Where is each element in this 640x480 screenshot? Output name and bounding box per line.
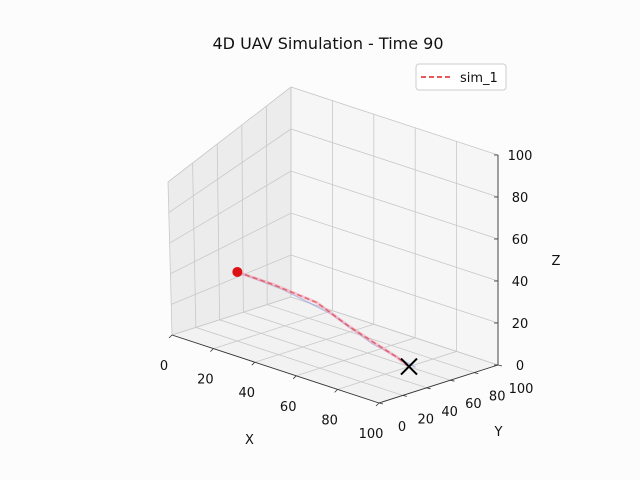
z-axis-label: Z <box>552 254 561 269</box>
y-axis-label: Y <box>494 425 503 440</box>
legend-box <box>415 63 507 91</box>
grid-z-1 <box>171 254 499 324</box>
y-tick-label-5: 100 <box>509 382 534 397</box>
y-tick-mark-2 <box>426 387 431 390</box>
x-tick-mark-4 <box>334 389 338 393</box>
marker-goal <box>400 357 418 376</box>
back-wall-pane <box>291 87 498 365</box>
series-line-sim_1 <box>237 271 410 368</box>
x-tick-label-2: 40 <box>239 386 256 401</box>
axes-panes <box>168 87 498 403</box>
y-axis-line <box>378 364 499 404</box>
grid-z-3 <box>169 170 499 244</box>
y-tick-mark-3 <box>450 379 455 382</box>
y-tick-label-1: 20 <box>418 412 435 427</box>
y-tick-label-4: 80 <box>489 390 506 405</box>
grid-z-4 <box>168 128 499 213</box>
y-tick-label-3: 60 <box>465 397 482 412</box>
x-tick-mark-2 <box>251 361 256 366</box>
x-tick-label-3: 60 <box>280 400 297 415</box>
floor-pane <box>172 297 498 403</box>
grid-z-0 <box>171 296 499 366</box>
marker-goal-stroke-b <box>400 357 418 376</box>
z-tick-label-2: 40 <box>512 275 529 290</box>
y-tick-mark-4 <box>474 372 479 374</box>
x-tick-mark-5 <box>375 402 380 407</box>
grid-z-2 <box>170 212 499 282</box>
x-tick-mark-3 <box>292 375 297 380</box>
x-tick-label-1: 20 <box>197 373 214 388</box>
series-layer <box>236 270 416 368</box>
y-tick-label-2: 40 <box>441 405 458 420</box>
chart-title: 4D UAV Simulation - Time 90 <box>212 34 443 53</box>
grid-z-5 <box>167 86 499 183</box>
y-tick-label-0: 0 <box>398 420 406 435</box>
x-axis-line <box>171 334 380 404</box>
left-wall-pane <box>168 87 291 335</box>
marker-layer <box>232 266 418 376</box>
x-tick-mark-0 <box>168 334 173 339</box>
x-tick-label-5: 100 <box>359 427 384 442</box>
x-tick-label-4: 80 <box>321 413 338 428</box>
marker-current <box>232 266 243 277</box>
axis-labels: X Y Z <box>245 254 561 448</box>
z-tick-label-1: 20 <box>512 317 529 332</box>
axes-lines <box>171 155 499 404</box>
legend: sim_1 <box>415 63 507 91</box>
y-tick-mark-5 <box>497 364 503 367</box>
z-tick-label-4: 80 <box>512 191 529 206</box>
x-tick-label-0: 0 <box>160 359 168 374</box>
z-tick-label-5: 100 <box>508 149 533 164</box>
y-tick-mark-1 <box>402 395 407 397</box>
z-tick-label-3: 60 <box>512 233 529 248</box>
z-tick-label-0: 0 <box>516 359 524 374</box>
x-tick-mark-1 <box>210 348 214 352</box>
legend-label-sim_1: sim_1 <box>460 71 498 86</box>
x-axis-label: X <box>245 433 254 448</box>
y-tick-mark-0 <box>378 402 384 405</box>
